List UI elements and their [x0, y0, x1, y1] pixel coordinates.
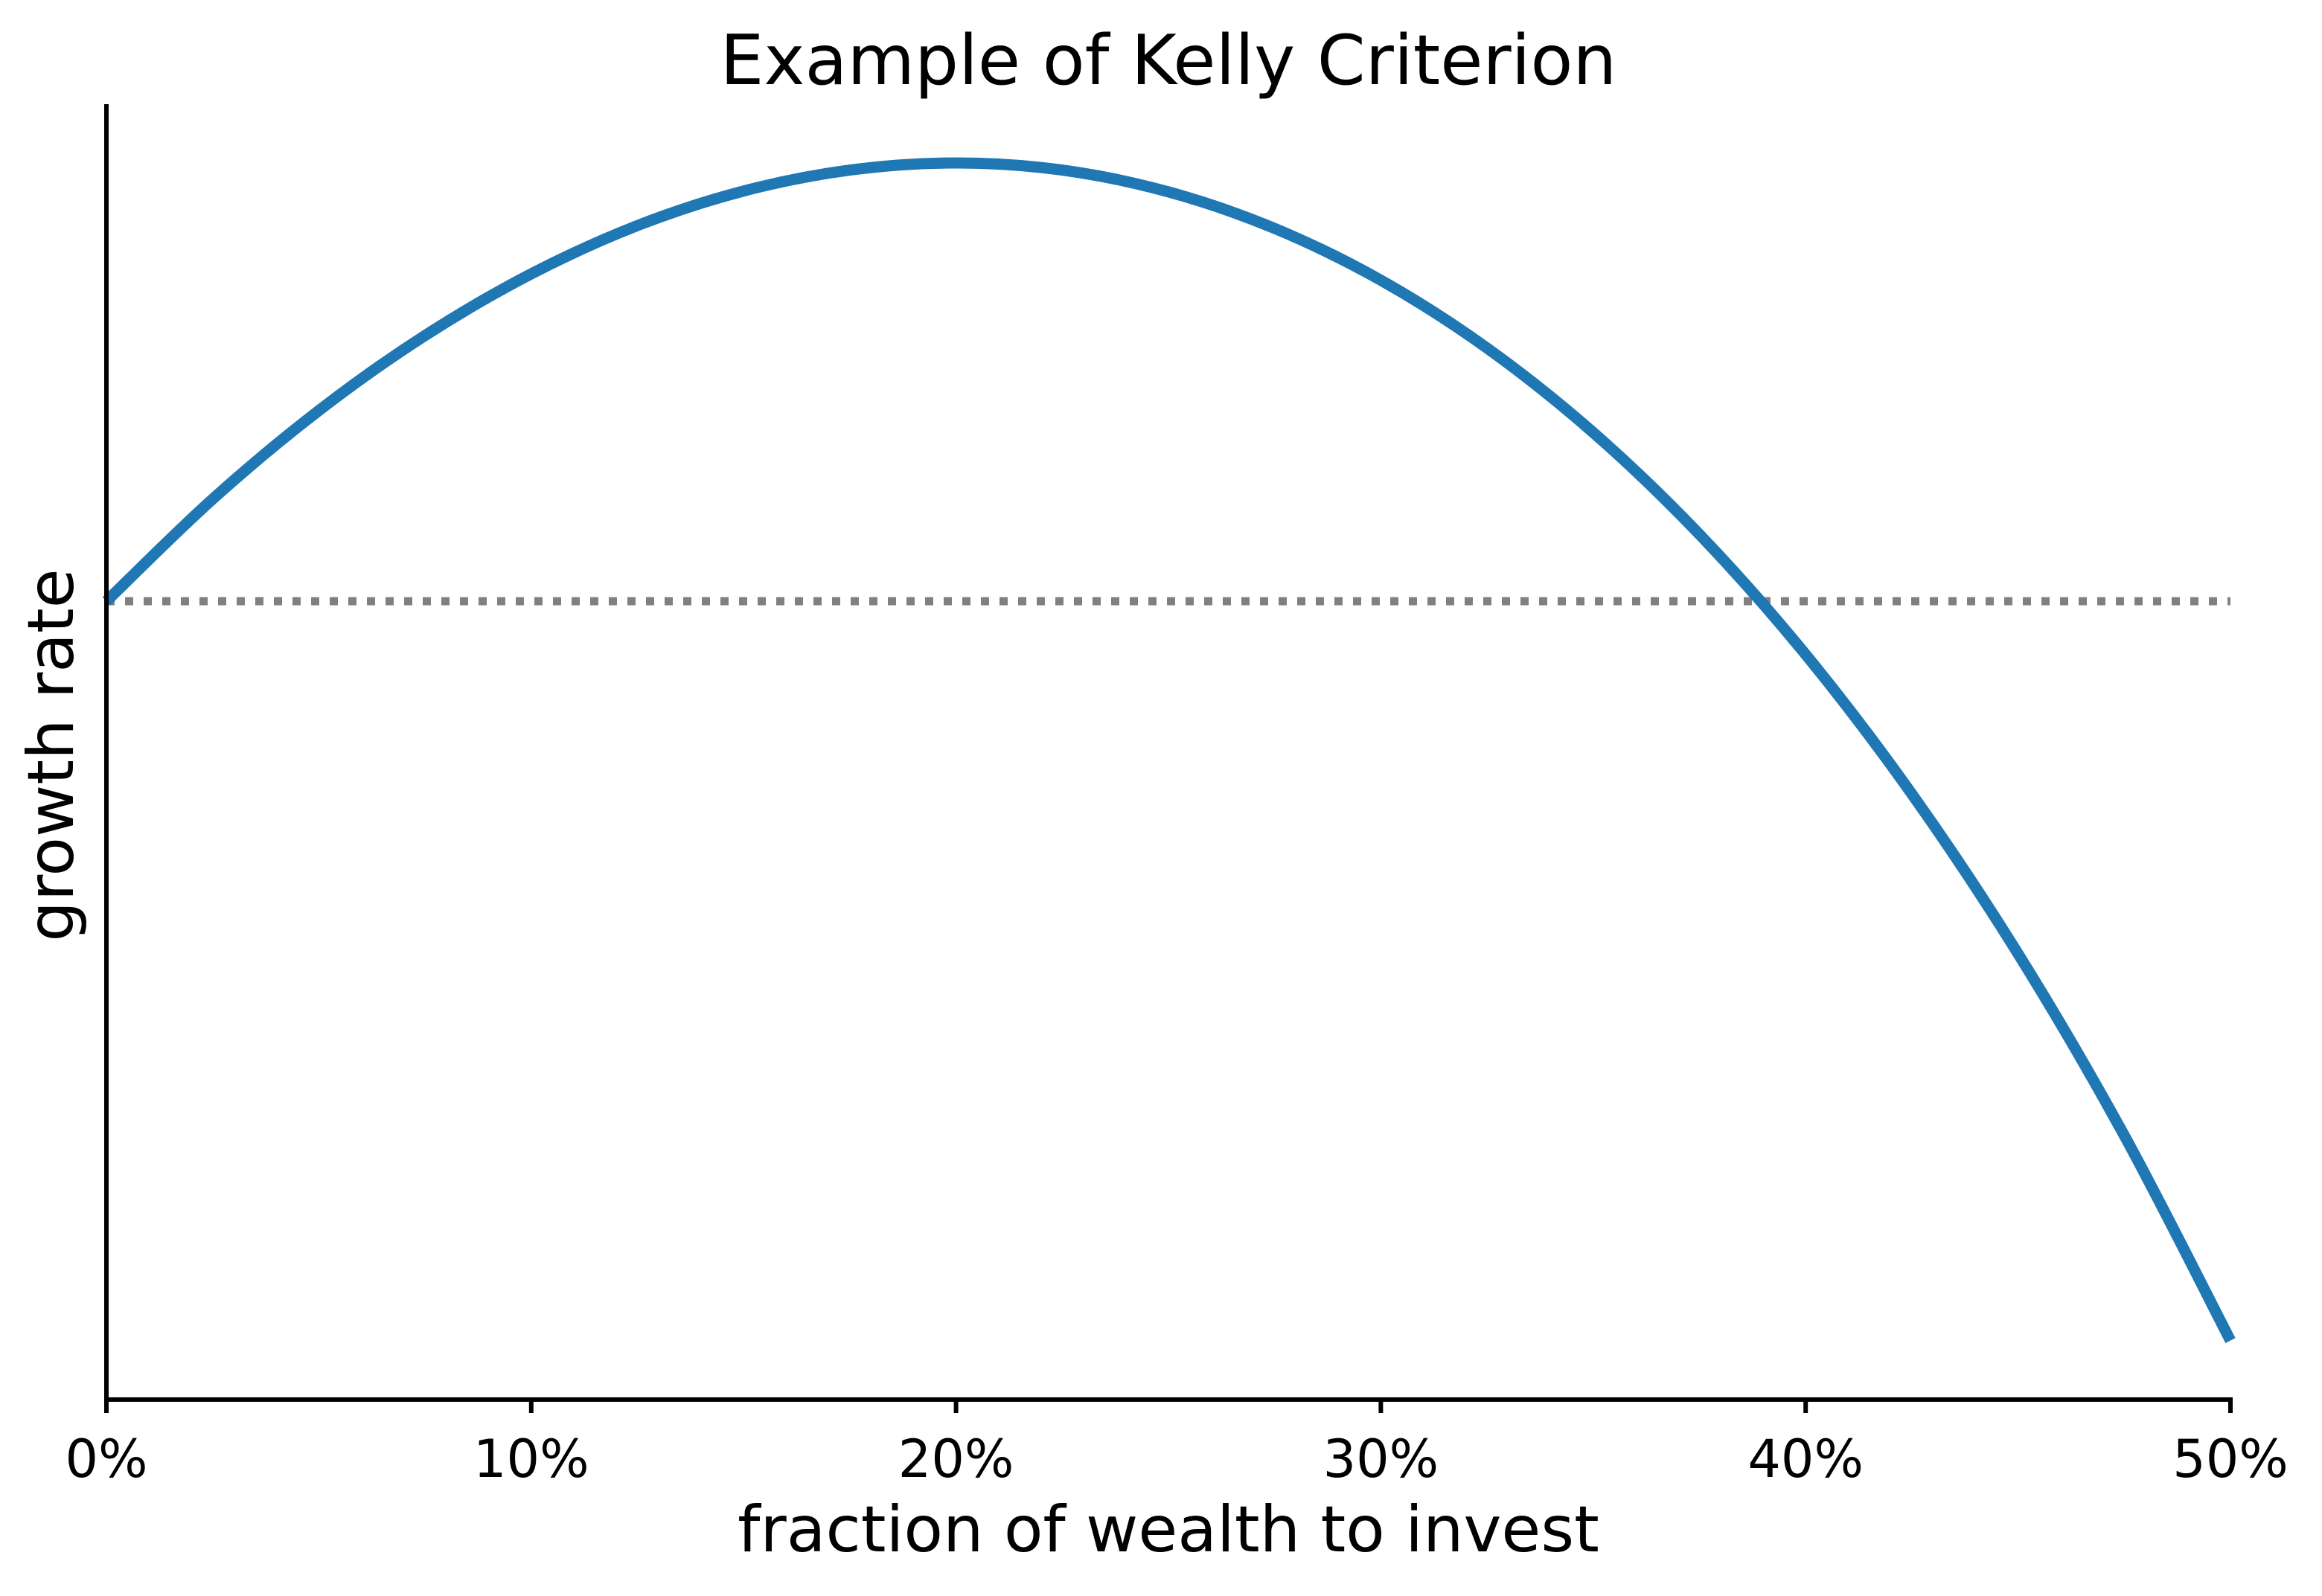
x-tick-label: 30%	[1323, 1429, 1439, 1490]
x-axis-label: fraction of wealth to invest	[738, 1493, 1599, 1567]
x-tick-label: 40%	[1747, 1429, 1864, 1490]
chart-title: Example of Kelly Criterion	[720, 20, 1617, 100]
x-tick-label: 10%	[473, 1429, 589, 1490]
x-tick-label: 0%	[65, 1429, 147, 1490]
x-axis-tick-labels: 0% 10% 20% 30% 40% 50%	[65, 1429, 2288, 1490]
x-tick-label: 50%	[2172, 1429, 2289, 1490]
y-axis-label: growth rate	[14, 568, 89, 941]
x-axis-ticks	[104, 1397, 2233, 1413]
growth-rate-curve	[102, 157, 2236, 1344]
x-tick-label: 20%	[898, 1429, 1014, 1490]
